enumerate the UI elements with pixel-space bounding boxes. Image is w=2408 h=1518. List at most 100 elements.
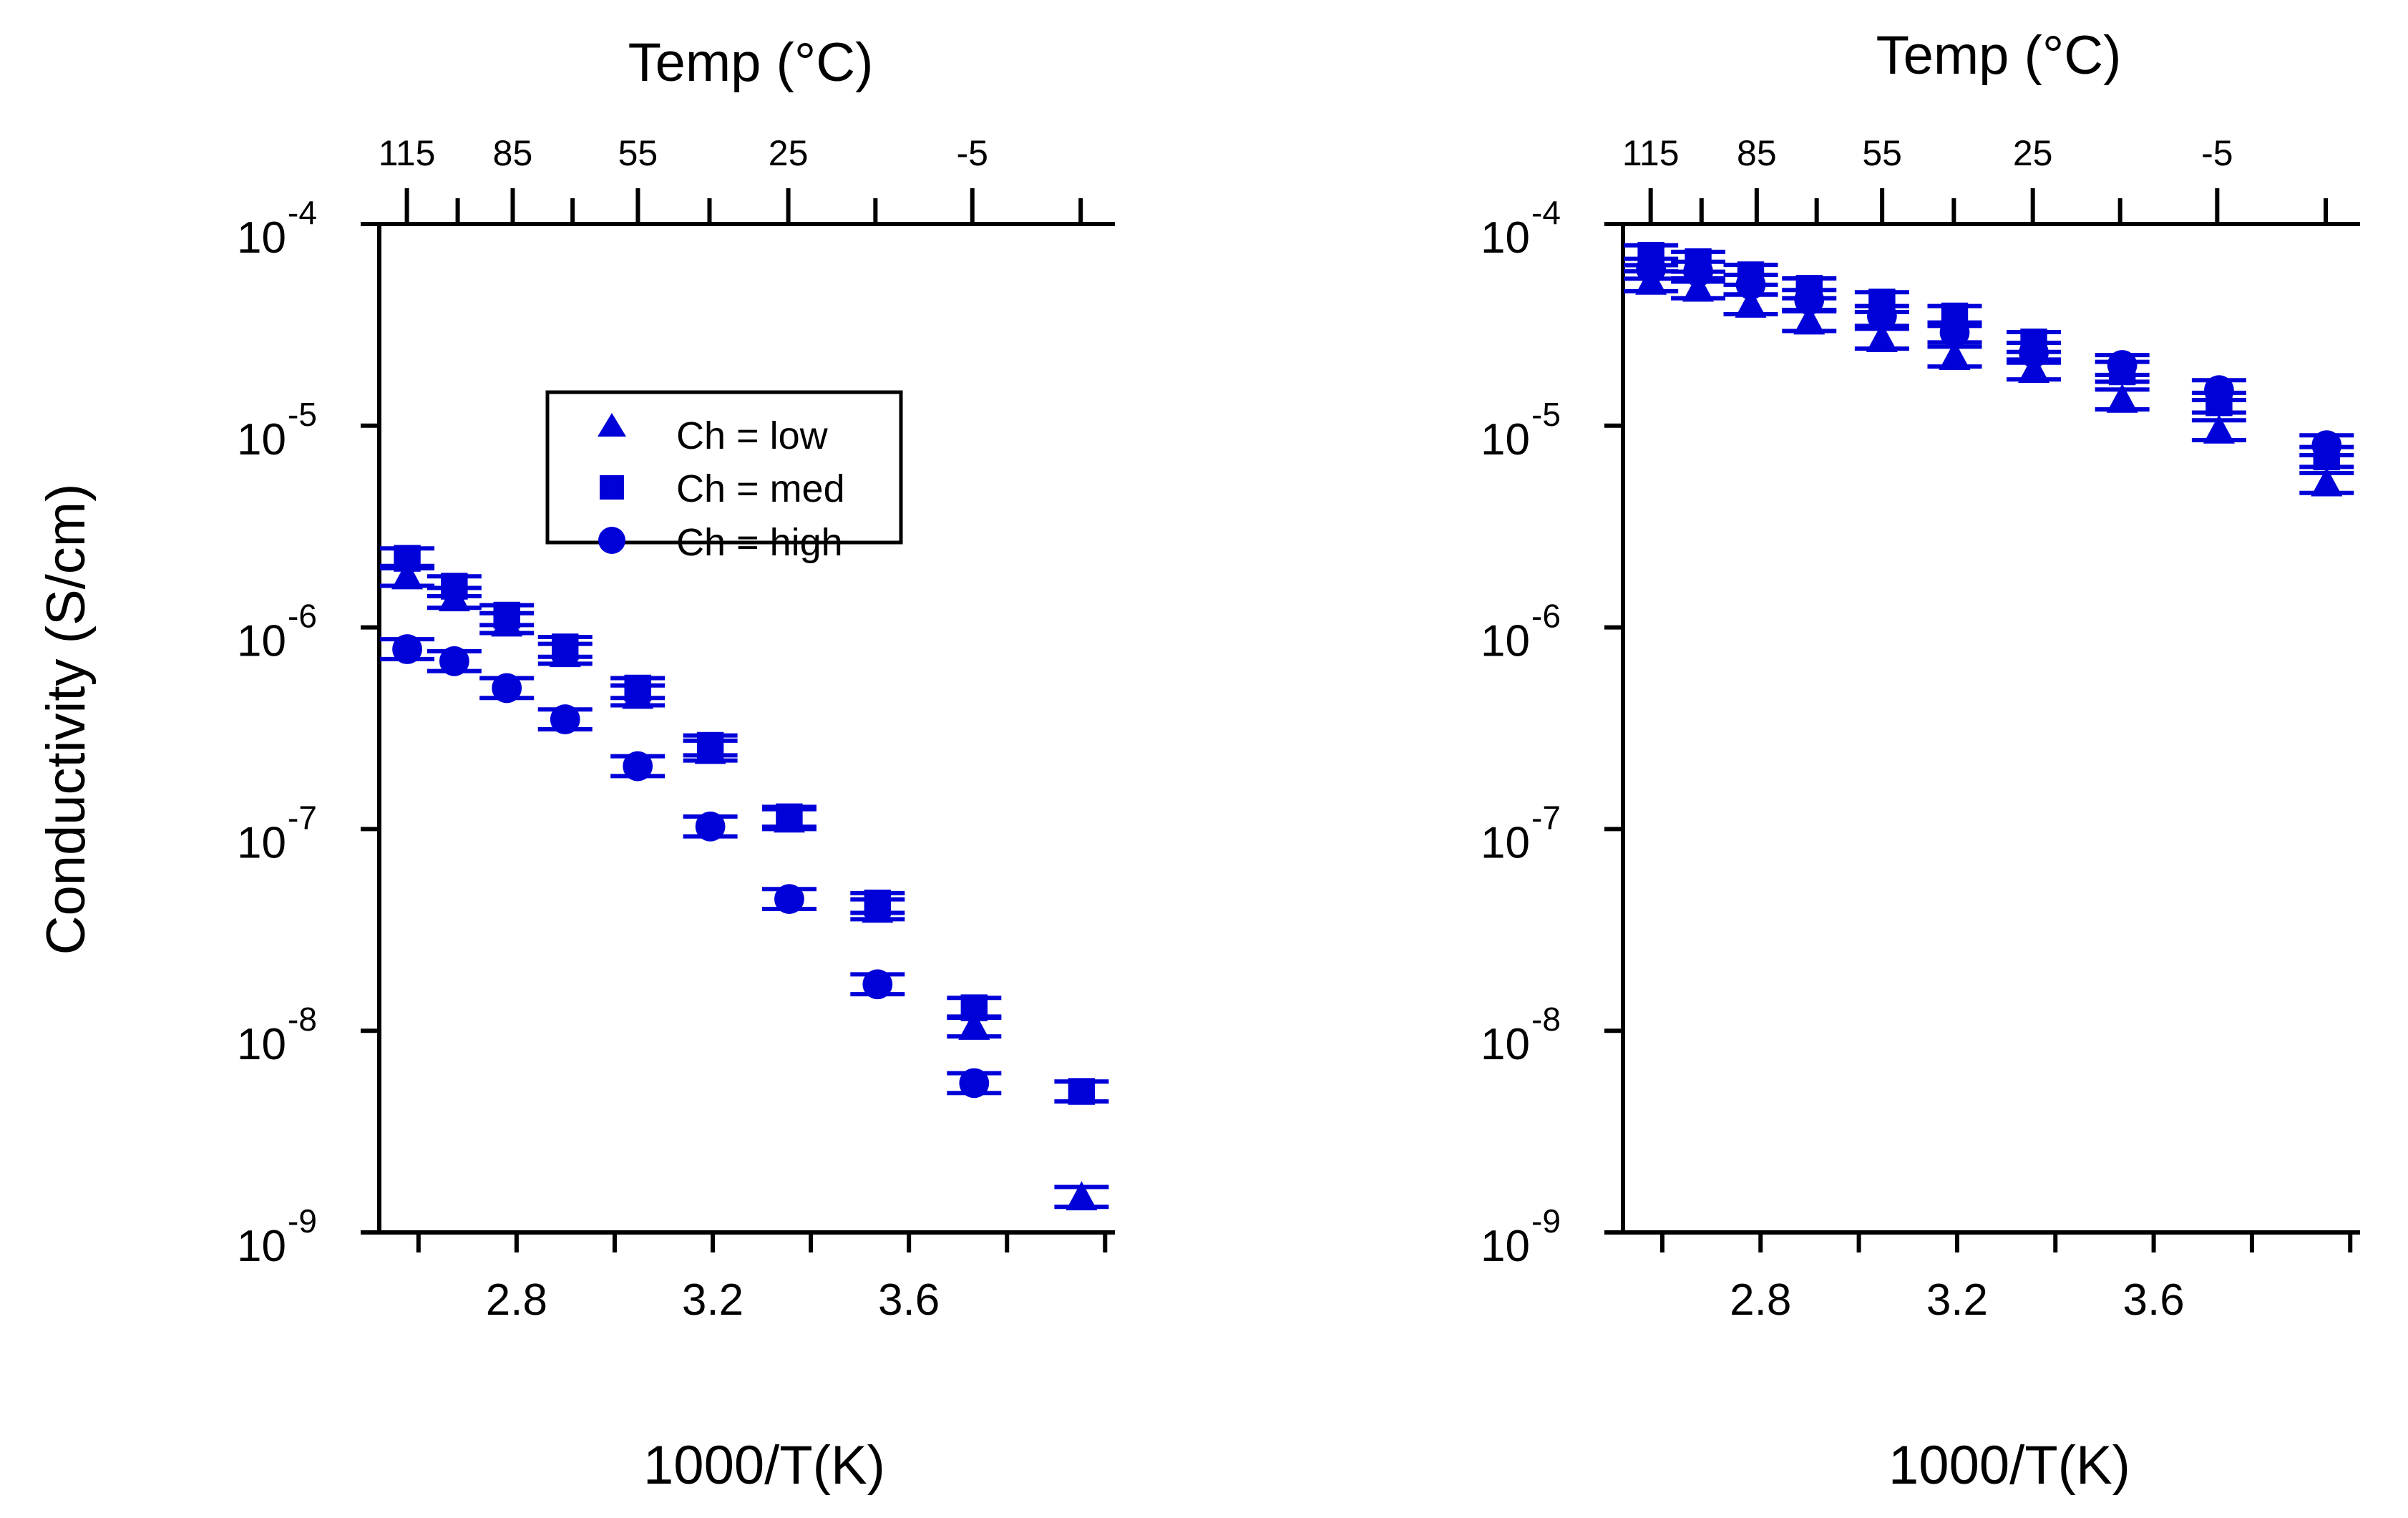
left-point-square xyxy=(1054,1078,1109,1105)
circle-marker xyxy=(550,704,580,734)
right-y-tick-label: 10 xyxy=(1481,415,1530,464)
left-x-axis-title: 1000/T(K) xyxy=(643,1435,885,1496)
circle-marker xyxy=(774,884,804,915)
right-y-tick-label: 10 xyxy=(1481,213,1530,263)
triangle-marker xyxy=(1066,1181,1098,1211)
right-top-tick-label: 55 xyxy=(1862,133,1902,173)
left-top-tick-label: 85 xyxy=(493,133,533,173)
right-y-tick-exponent: -4 xyxy=(1531,194,1561,231)
right-top-tick-label: 115 xyxy=(1622,133,1680,173)
circle-marker xyxy=(623,751,653,782)
left-point-circle xyxy=(537,704,593,734)
circle-marker xyxy=(1794,285,1825,316)
triangle-marker xyxy=(1866,323,1898,352)
left-point-circle xyxy=(947,1068,1002,1099)
right-y-tick-label: 10 xyxy=(1481,818,1530,867)
left-y-tick-exponent: -9 xyxy=(288,1202,317,1240)
left-y-tick-exponent: -5 xyxy=(288,396,317,433)
left-top-tick-label: 115 xyxy=(379,133,436,173)
right-x-tick-label: 2.8 xyxy=(1730,1275,1791,1325)
left-y-tick-exponent: -6 xyxy=(288,598,317,635)
right-point-circle xyxy=(1624,253,1679,284)
left-point-circle xyxy=(610,751,666,782)
right-y-tick-label: 10 xyxy=(1481,1020,1530,1069)
circle-marker xyxy=(1735,269,1766,300)
right-top-tick-label: 25 xyxy=(2013,133,2053,173)
right-point-circle xyxy=(1854,301,1909,331)
circle-marker xyxy=(1866,301,1897,331)
right-point-triangle xyxy=(2299,467,2354,497)
triangle-marker xyxy=(2203,414,2235,444)
right-point-circle xyxy=(1927,317,1982,348)
left-chart-panel: 115 85 55 25 -5 10-410-510-610-710-810-9 2.8… xyxy=(36,32,1115,1496)
left-y-tick-label: 10 xyxy=(237,1222,286,1271)
triangle-marker xyxy=(1682,272,1715,302)
right-point-circle xyxy=(1723,269,1778,300)
circle-marker xyxy=(2019,337,2049,368)
left-x-tick-label: 3.2 xyxy=(682,1275,744,1325)
square-marker xyxy=(493,601,520,629)
square-marker xyxy=(394,545,421,572)
square-marker xyxy=(441,573,468,600)
left-top-tick-label: 25 xyxy=(769,133,809,173)
legend-label-low: Ch = low xyxy=(676,414,829,457)
right-top-tick-label: 85 xyxy=(1737,133,1777,173)
left-x-axis: 2.8 3.2 3.6 xyxy=(416,1232,1108,1325)
right-y-tick-exponent: -5 xyxy=(1531,396,1561,433)
left-point-circle xyxy=(380,634,435,664)
right-x-axis: 2.8 3.2 3.6 xyxy=(1659,1232,2353,1325)
right-y-tick-exponent: -8 xyxy=(1531,1001,1561,1038)
triangle-marker xyxy=(391,560,424,590)
legend: Ch = low Ch = med Ch = high xyxy=(545,390,903,564)
right-y-tick-label: 10 xyxy=(1481,617,1530,666)
right-point-circle xyxy=(2095,350,2150,380)
left-y-axis-title: Conductivity (S/cm) xyxy=(36,484,97,955)
left-point-square xyxy=(947,994,1002,1021)
legend-square-icon xyxy=(600,475,624,500)
left-x-tick-label: 2.8 xyxy=(486,1275,547,1325)
left-point-square xyxy=(537,633,593,661)
left-point-circle xyxy=(426,646,482,676)
left-top-axis-title: Temp (°C) xyxy=(628,32,874,93)
left-top-axis: 115 85 55 25 -5 xyxy=(379,133,1083,224)
left-top-tick-label: 55 xyxy=(618,133,658,173)
legend-triangle-icon xyxy=(598,413,626,437)
triangle-marker xyxy=(958,1011,990,1040)
circle-marker xyxy=(492,673,522,704)
right-point-circle xyxy=(2299,430,2354,461)
circle-marker xyxy=(695,811,726,842)
left-point-triangle xyxy=(1054,1181,1109,1211)
left-y-tick-label: 10 xyxy=(237,1020,286,1069)
right-chart-panel: 115 85 55 25 -5 10-410-510-610-710-810-9 2.8… xyxy=(1481,25,2360,1496)
left-plot-frame xyxy=(377,222,1115,1235)
circle-marker xyxy=(2311,430,2342,461)
circle-marker xyxy=(1939,317,1970,348)
right-point-circle xyxy=(2007,337,2062,368)
left-point-square xyxy=(683,731,738,759)
left-y-tick-label: 10 xyxy=(237,415,286,464)
square-marker xyxy=(1068,1078,1096,1105)
left-top-tick-label: -5 xyxy=(957,133,988,173)
left-y-tick-label: 10 xyxy=(237,617,286,666)
circle-marker xyxy=(2204,375,2234,406)
left-point-square xyxy=(426,573,482,600)
right-point-triangle xyxy=(2191,414,2246,444)
square-marker xyxy=(696,731,724,759)
legend-label-med: Ch = med xyxy=(676,467,845,510)
right-point-circle xyxy=(2191,375,2246,406)
left-x-tick-label: 3.6 xyxy=(878,1275,940,1325)
circle-marker xyxy=(439,646,469,676)
triangle-marker xyxy=(2311,467,2343,497)
left-y-tick-label: 10 xyxy=(237,213,286,263)
square-marker xyxy=(960,994,988,1021)
right-top-axis: 115 85 55 25 -5 xyxy=(1622,133,2329,224)
square-marker xyxy=(624,674,651,702)
right-top-tick-label: -5 xyxy=(2201,133,2233,173)
circle-marker xyxy=(2107,350,2138,380)
right-top-axis-title: Temp (°C) xyxy=(1876,25,2122,86)
right-y-tick-label: 10 xyxy=(1481,1222,1530,1271)
left-point-circle xyxy=(761,884,817,915)
right-point-circle xyxy=(1671,256,1726,287)
left-y-tick-exponent: -8 xyxy=(288,1001,317,1038)
square-marker xyxy=(776,803,803,830)
